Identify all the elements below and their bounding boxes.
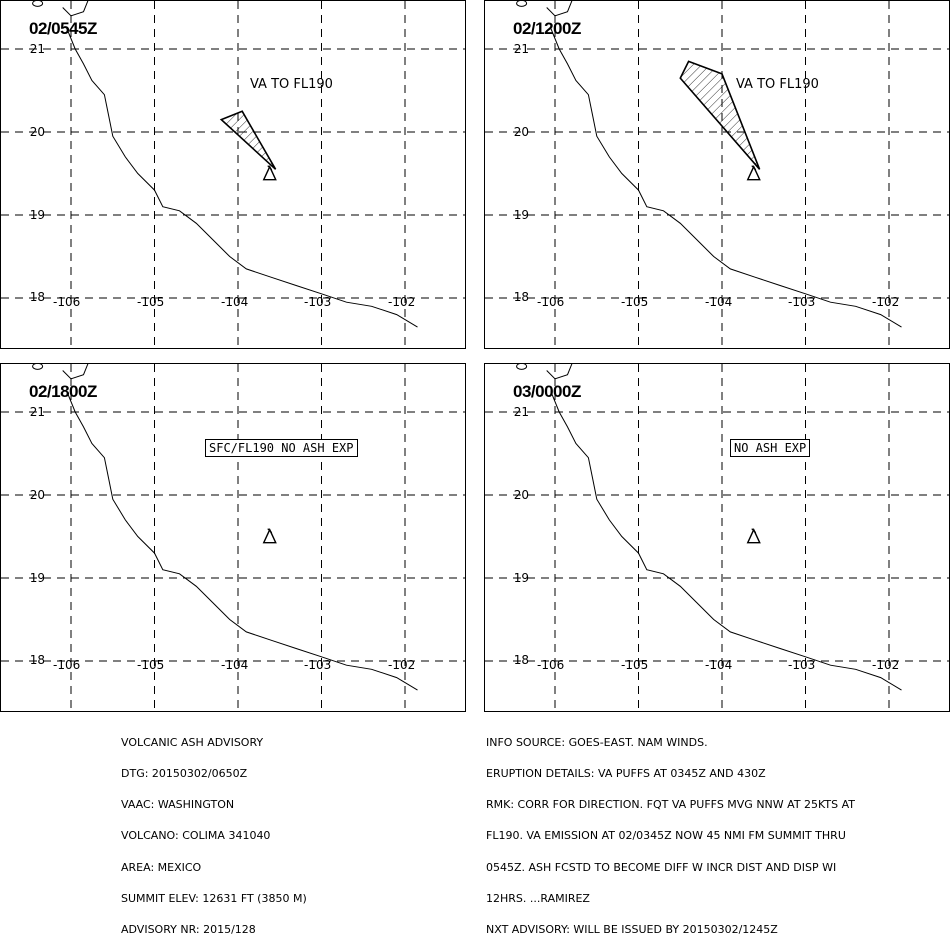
coastline: [66, 391, 418, 691]
lon-label-105: -105: [621, 295, 649, 309]
panel-time: 03/0000Z: [513, 382, 581, 401]
coastline: [546, 1, 573, 17]
lon-label-106: -106: [53, 295, 81, 309]
advisory-line: ERUPTION DETAILS: VA PUFFS AT 0345Z AND …: [486, 767, 766, 781]
advisory-line: VAAC: WASHINGTON: [121, 798, 235, 812]
panel-time: 02/1800Z: [29, 382, 97, 401]
advisory-text-right: INFO SOURCE: GOES-EAST. NAM WINDS. ERUPT…: [486, 717, 855, 946]
lon-label-106: -106: [537, 295, 565, 309]
lat-label-21: 21: [513, 405, 529, 419]
lat-label-19: 19: [29, 571, 45, 585]
volcano-plume-icon: [267, 528, 273, 534]
advisory-line: 12HRS. ...RAMIREZ: [486, 891, 590, 905]
coastline: [62, 1, 89, 17]
ash-cloud-polygon: [219, 110, 277, 170]
lat-label-18: 18: [513, 290, 529, 304]
lon-label-102: -102: [872, 295, 900, 309]
lat-label-19: 19: [29, 208, 45, 222]
coastline: [546, 364, 573, 380]
map-canvas: [1, 364, 465, 711]
advisory-line: FL190. VA EMISSION AT 02/0345Z NOW 45 NM…: [486, 829, 846, 843]
forecast-panel-0545z: 02/0545Z 21 20 19 18 -106 -105 -104 -103…: [0, 0, 466, 349]
lat-label-19: 19: [513, 208, 529, 222]
ash-cloud-polygon: [679, 60, 761, 170]
lon-label-105: -105: [137, 295, 165, 309]
ash-label: NO ASH EXP: [730, 439, 811, 457]
map-canvas: [485, 364, 949, 711]
map-canvas: [485, 1, 949, 348]
lat-label-20: 20: [29, 488, 45, 502]
advisory-line: VOLCANO: COLIMA 341040: [121, 829, 271, 843]
volcano-triangle-icon: [746, 527, 761, 544]
ash-label: VA TO FL190: [250, 77, 333, 92]
advisory-line: VOLCANIC ASH ADVISORY: [121, 735, 264, 749]
lon-label-104: -104: [221, 295, 249, 309]
forecast-panel-1800z: 02/1800Z 21 20 19 18 -106 -105 -104 -103…: [0, 363, 466, 712]
lat-label-21: 21: [513, 42, 529, 56]
volcano-plume-icon: [267, 165, 273, 171]
advisory-text-left: VOLCANIC ASH ADVISORY DTG: 20150302/0650…: [121, 717, 307, 946]
advisory-line: INFO SOURCE: GOES-EAST. NAM WINDS.: [486, 735, 708, 749]
island: [516, 1, 528, 7]
advisory-line: SUMMIT ELEV: 12631 FT (3850 M): [121, 891, 307, 905]
lat-label-18: 18: [513, 653, 529, 667]
ash-label: SFC/FL190 NO ASH EXP: [205, 439, 358, 457]
advisory-line: 0545Z. ASH FCSTD TO BECOME DIFF W INCR D…: [486, 860, 837, 874]
island: [32, 1, 44, 7]
volcano-triangle-icon: [262, 164, 277, 181]
lon-label-102: -102: [388, 658, 416, 672]
lon-label-103: -103: [304, 295, 332, 309]
lat-label-19: 19: [513, 571, 529, 585]
lon-label-103: -103: [788, 295, 816, 309]
volcano-triangle-icon: [746, 164, 761, 181]
forecast-panel-0000z: 03/0000Z 21 20 19 18 -106 -105 -104 -103…: [484, 363, 950, 712]
lat-label-18: 18: [29, 653, 45, 667]
advisory-line: DTG: 20150302/0650Z: [121, 767, 248, 781]
lon-label-102: -102: [388, 295, 416, 309]
map-canvas: [1, 1, 465, 348]
lon-label-106: -106: [537, 658, 565, 672]
advisory-line: ADVISORY NR: 2015/128: [121, 923, 256, 937]
lat-label-20: 20: [29, 125, 45, 139]
lon-label-103: -103: [788, 658, 816, 672]
advisory-line: NXT ADVISORY: WILL BE ISSUED BY 20150302…: [486, 923, 778, 937]
volcano-triangle-icon: [262, 527, 277, 544]
advisory-line: AREA: MEXICO: [121, 860, 202, 874]
volcano-plume-icon: [751, 528, 757, 534]
advisory-line: RMK: CORR FOR DIRECTION. FQT VA PUFFS MV…: [486, 798, 855, 812]
lat-label-21: 21: [29, 405, 45, 419]
lat-label-20: 20: [513, 125, 529, 139]
island: [516, 364, 528, 370]
panel-time: 02/0545Z: [29, 19, 97, 38]
island: [32, 364, 44, 370]
lon-label-103: -103: [304, 658, 332, 672]
lon-label-104: -104: [221, 658, 249, 672]
forecast-panel-1200z: 02/1200Z 21 20 19 18 -106 -105 -104 -103…: [484, 0, 950, 349]
lon-label-105: -105: [137, 658, 165, 672]
lat-label-18: 18: [29, 290, 45, 304]
volcano-plume-icon: [751, 165, 757, 171]
coastline: [550, 28, 902, 328]
ash-label: VA TO FL190: [736, 77, 819, 92]
lon-label-106: -106: [53, 658, 81, 672]
panel-time: 02/1200Z: [513, 19, 581, 38]
lon-label-104: -104: [705, 658, 733, 672]
coastline: [62, 364, 89, 380]
lat-label-20: 20: [513, 488, 529, 502]
coastline: [66, 28, 418, 328]
coastline: [550, 391, 902, 691]
lon-label-102: -102: [872, 658, 900, 672]
lat-label-21: 21: [29, 42, 45, 56]
lon-label-104: -104: [705, 295, 733, 309]
lon-label-105: -105: [621, 658, 649, 672]
